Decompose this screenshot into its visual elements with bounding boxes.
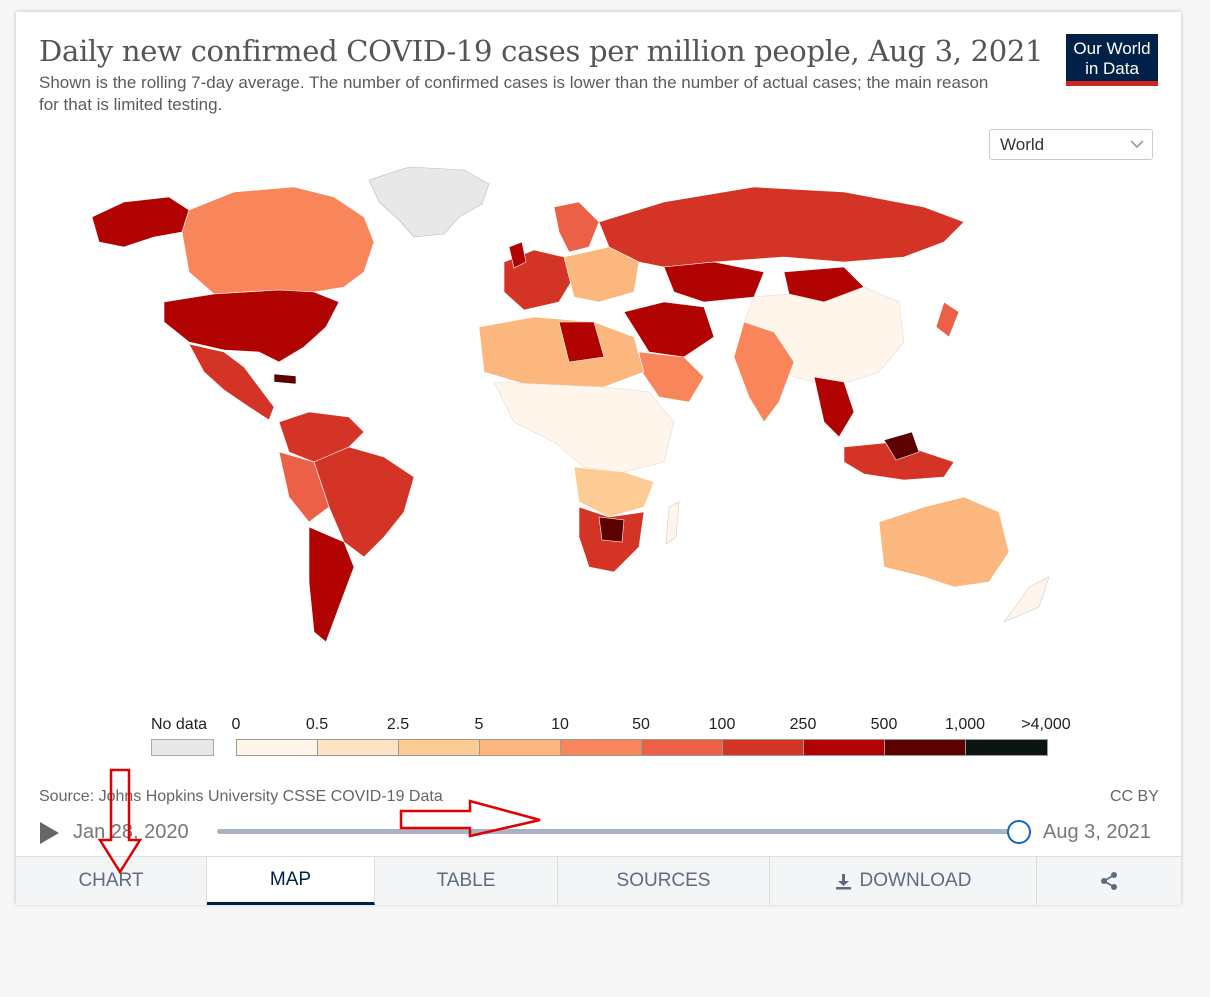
region-select[interactable]: World: [989, 129, 1153, 160]
legend-bin: [642, 740, 723, 755]
map-region-cuba: [273, 373, 297, 385]
legend-bin: [318, 740, 399, 755]
map-region-botswana: [598, 516, 625, 543]
map-region-new-zealand: [1003, 576, 1050, 623]
owid-logo[interactable]: Our World in Data: [1066, 34, 1158, 86]
legend-bin: [480, 740, 561, 755]
map-region-north-africa: [478, 316, 645, 388]
map-region-central-africa: [493, 381, 675, 473]
legend-tick-label: 10: [551, 716, 569, 733]
license-link[interactable]: CC BY: [1110, 788, 1159, 805]
tab-map-label: MAP: [269, 868, 312, 890]
map-region-usa: [163, 289, 340, 363]
legend-tick-label: 0.5: [305, 716, 329, 733]
logo-line2: in Data: [1085, 59, 1139, 78]
legend-tick-label: 1,000: [944, 716, 986, 733]
chart-frame: Daily new confirmed COVID-19 cases per m…: [16, 12, 1181, 905]
map-region-brazil: [313, 446, 415, 558]
tab-map[interactable]: MAP: [207, 857, 375, 905]
tab-share[interactable]: [1037, 857, 1181, 905]
map-region-japan: [935, 301, 960, 338]
map-region-borneo: [883, 431, 920, 461]
timeline-track[interactable]: [217, 829, 1020, 834]
legend-bin: [399, 740, 480, 755]
map-region-southern-central-africa: [573, 466, 655, 518]
tab-bar: CHART MAP TABLE SOURCES DOWNLOAD: [16, 856, 1181, 905]
legend-bin: [885, 740, 966, 755]
legend-tick-label: 2.5: [386, 716, 410, 733]
chart-subtitle: Shown is the rolling 7-day average. The …: [39, 73, 989, 114]
tab-table[interactable]: TABLE: [375, 857, 558, 905]
tab-chart-label: CHART: [78, 870, 144, 891]
legend-bins: [236, 739, 1048, 756]
map-region-libya: [558, 321, 605, 363]
map-region-western-europe: [503, 249, 575, 311]
share-icon: [1101, 872, 1117, 890]
map-region-india: [733, 321, 795, 423]
legend-tick-label: 100: [708, 716, 736, 733]
legend-bin: [966, 740, 1047, 755]
legend-bin: [237, 740, 318, 755]
chevron-down-icon: [1130, 140, 1144, 149]
map-region-middle-east: [623, 301, 715, 358]
timeline-end-date[interactable]: Aug 3, 2021: [1043, 821, 1151, 843]
map-region-greenland: [368, 166, 490, 238]
source-note: Source: Johns Hopkins University CSSE CO…: [39, 788, 443, 805]
timeline-handle[interactable]: [1007, 820, 1031, 844]
legend-no-data-label: No data: [151, 716, 208, 733]
map-region-alaska: [91, 196, 190, 248]
map-region-southeast-asia: [813, 376, 855, 438]
legend-tick-label: 250: [789, 716, 817, 733]
map-region-russia: [598, 186, 965, 268]
legend-tick-label: 500: [870, 716, 898, 733]
logo-line1: Our World: [1073, 39, 1151, 58]
map-region-australia: [878, 496, 1010, 588]
legend-tick-label: 5: [474, 716, 484, 733]
chart-title: Daily new confirmed COVID-19 cases per m…: [39, 34, 1044, 68]
legend-bin: [561, 740, 642, 755]
map-legend: No data 0 0.5 2.5 5 10 50 100 250 500 1,000 >4,000: [148, 712, 1071, 762]
tab-download[interactable]: DOWNLOAD: [770, 857, 1037, 905]
map-region-madagascar: [665, 501, 680, 545]
tab-download-label: DOWNLOAD: [859, 870, 972, 891]
world-map[interactable]: [64, 162, 1094, 662]
legend-tick-label: 0: [231, 716, 241, 733]
map-region-argentina: [308, 526, 355, 643]
legend-tick-label: >4,000: [1021, 716, 1071, 733]
legend-no-data-swatch: [151, 739, 214, 756]
tab-sources[interactable]: SOURCES: [558, 857, 770, 905]
play-icon[interactable]: [40, 822, 59, 844]
download-icon: [835, 873, 851, 889]
legend-tick-label: 50: [632, 716, 650, 733]
legend-bin: [804, 740, 885, 755]
map-region-uk: [508, 241, 527, 269]
tab-table-label: TABLE: [436, 870, 496, 891]
map-region-mexico: [188, 343, 275, 421]
legend-bin: [723, 740, 804, 755]
map-region-scandinavia: [553, 201, 600, 253]
tab-sources-label: SOURCES: [616, 870, 711, 891]
map-region-kazakhstan: [663, 261, 765, 303]
timeline-start-date[interactable]: Jan 28, 2020: [73, 821, 189, 843]
map-region-peru-bolivia: [278, 451, 330, 523]
map-region-canada: [181, 186, 375, 295]
tab-chart[interactable]: CHART: [16, 857, 207, 905]
region-select-value: World: [1000, 135, 1045, 154]
